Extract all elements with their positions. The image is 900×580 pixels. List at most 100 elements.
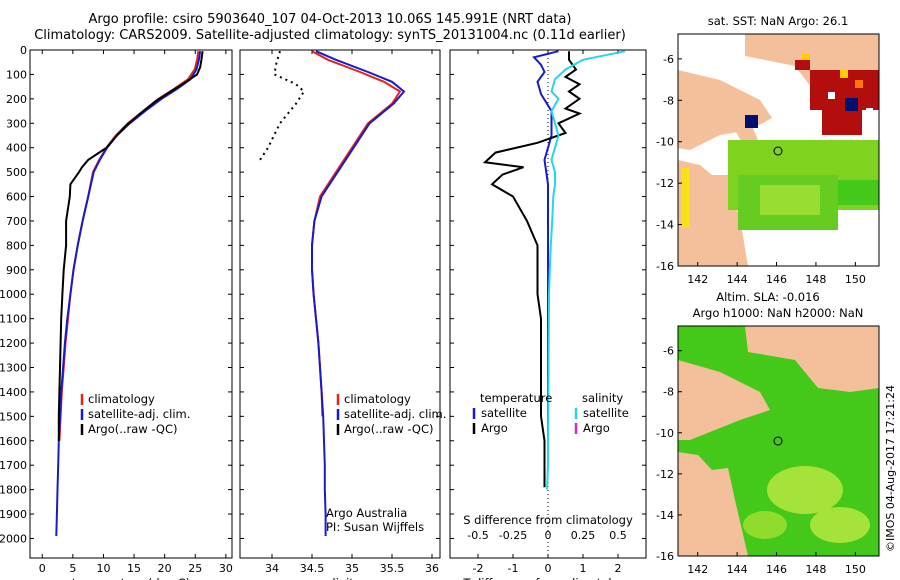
legend-label: satellite-adj. clim. <box>88 407 190 421</box>
map-y-tick-label: -10 <box>656 136 674 149</box>
map-y-tick-label: -12 <box>656 177 674 190</box>
legend-header-salinity: salinity <box>582 391 623 405</box>
sla-map <box>678 326 879 556</box>
legend-label: Argo <box>583 421 610 435</box>
map-x-tick-label: 142 <box>687 273 708 286</box>
map-y-tick-label: -8 <box>663 386 674 399</box>
series-line-difference <box>482 51 583 488</box>
sla-land-north <box>678 360 770 440</box>
sst-map <box>678 34 879 266</box>
x-tick-label: 10 <box>96 562 110 575</box>
x-tick-label: 20 <box>158 562 172 575</box>
map-x-tick-label: 144 <box>727 273 748 286</box>
map-y-tick-label: -12 <box>656 468 674 481</box>
map-x-tick-label: 148 <box>805 563 826 576</box>
map-x-tick-label: 150 <box>845 563 866 576</box>
y-tick-label: 1900 <box>0 508 27 521</box>
series-line-salinity <box>311 50 406 536</box>
y-tick-label: 800 <box>6 239 27 252</box>
map-x-tick-label: 146 <box>766 273 787 286</box>
plot-elements: 0100200300400500600700800900100011001200… <box>0 14 866 580</box>
legend-label: Argo(..raw -QC) <box>344 422 434 436</box>
sla-yellow-blobs <box>743 466 870 543</box>
imos-credit: ©IMOS 04-Aug-2017 17:21:24 <box>884 385 897 552</box>
map-y-tick-label: -16 <box>656 260 674 273</box>
legend-label: satellite <box>481 406 527 420</box>
x-tick-label: -2 <box>473 562 484 575</box>
x-tick-label: 34.5 <box>300 562 325 575</box>
sla-map-title-line2: Argo h1000: NaN h2000: NaN <box>693 306 864 320</box>
x-tick-label: 30 <box>219 562 233 575</box>
x-axis-label-salinity: salinity <box>319 576 360 580</box>
s-tick-label: 0.25 <box>571 529 596 542</box>
legend-label: satellite <box>583 406 629 420</box>
x-tick-label: 1 <box>580 562 587 575</box>
x-tick-label: 34 <box>265 562 279 575</box>
map-y-tick-label: -8 <box>663 94 674 107</box>
legend-label: Argo <box>481 421 508 435</box>
sst-map-title: sat. SST: NaN Argo: 26.1 <box>708 14 849 28</box>
s-tick-label: 0 <box>545 529 552 542</box>
x-tick-label: 5 <box>69 562 76 575</box>
legend-label: satellite-adj. clim. <box>344 407 446 421</box>
y-tick-label: 400 <box>6 142 27 155</box>
x-tick-label: -1 <box>508 562 519 575</box>
x-tick-label: 15 <box>127 562 141 575</box>
map-x-tick-label: 148 <box>805 273 826 286</box>
y-tick-label: 1400 <box>0 386 27 399</box>
series-line-salinity <box>311 50 402 417</box>
salinity-annotation: Argo Australia <box>326 506 407 520</box>
y-tick-label: 300 <box>6 117 27 130</box>
y-tick-label: 600 <box>6 191 27 204</box>
s-tick-label: 0.5 <box>609 529 627 542</box>
sla-map-title-line1: Altim. SLA: -0.016 <box>716 290 820 304</box>
panel-frame-salinity <box>239 49 441 559</box>
sla-land-png <box>678 326 879 392</box>
sla-land-australia <box>678 452 748 556</box>
chart-title-line1: Argo profile: csiro 5903640_107 04-Oct-2… <box>88 12 572 27</box>
y-tick-label: 0 <box>20 44 27 57</box>
series-line-temperature <box>58 51 200 441</box>
x-tick-label: 2 <box>615 562 622 575</box>
s-tick-label: -0.5 <box>467 529 488 542</box>
chart-title-line2: Climatology: CARS2009. Satellite-adjuste… <box>34 28 626 43</box>
legend-header-temperature: temperature <box>480 391 552 405</box>
y-tick-label: 700 <box>6 215 27 228</box>
sst-argo-marker <box>773 146 783 156</box>
s-tick-label: -0.25 <box>499 529 527 542</box>
legend-label: Argo(..raw -QC) <box>88 422 178 436</box>
x-axis-label-temperature: temperature (deg C) <box>72 576 190 580</box>
y-tick-label: 2000 <box>0 532 27 545</box>
series-line-temperature <box>57 51 204 441</box>
x-tick-label: 25 <box>188 562 202 575</box>
map-y-tick-label: -16 <box>656 550 674 563</box>
series-line-difference <box>546 50 626 490</box>
x-tick-label: 35.5 <box>380 562 405 575</box>
y-tick-label: 1200 <box>0 337 27 350</box>
map-y-tick-label: -10 <box>656 427 674 440</box>
y-tick-label: 1600 <box>0 435 27 448</box>
s-difference-label: S difference from climatology <box>463 513 633 527</box>
y-tick-label: 900 <box>6 264 27 277</box>
y-tick-label: 100 <box>6 68 27 81</box>
y-tick-label: 1500 <box>0 410 27 423</box>
y-tick-label: 1000 <box>0 288 27 301</box>
x-tick-label: 35 <box>345 562 359 575</box>
y-tick-label: 200 <box>6 93 27 106</box>
y-tick-label: 1300 <box>0 362 27 375</box>
map-y-tick-label: -6 <box>663 345 674 358</box>
map-x-tick-label: 150 <box>845 273 866 286</box>
legend-label: climatology <box>344 392 411 406</box>
map-y-tick-label: -14 <box>656 509 674 522</box>
y-tick-label: 1700 <box>0 459 27 472</box>
sst-anomaly-cells <box>745 54 879 135</box>
sla-argo-marker <box>773 436 783 446</box>
x-tick-label: 0 <box>545 562 552 575</box>
x-tick-label: 0 <box>39 562 46 575</box>
map-x-tick-label: 146 <box>766 563 787 576</box>
map-y-tick-label: -6 <box>663 53 674 66</box>
y-tick-label: 1100 <box>0 313 27 326</box>
x-axis-label-difference: T difference from climatology <box>462 576 633 580</box>
legend-label: climatology <box>88 392 155 406</box>
panel-frame-temperature <box>29 49 233 559</box>
